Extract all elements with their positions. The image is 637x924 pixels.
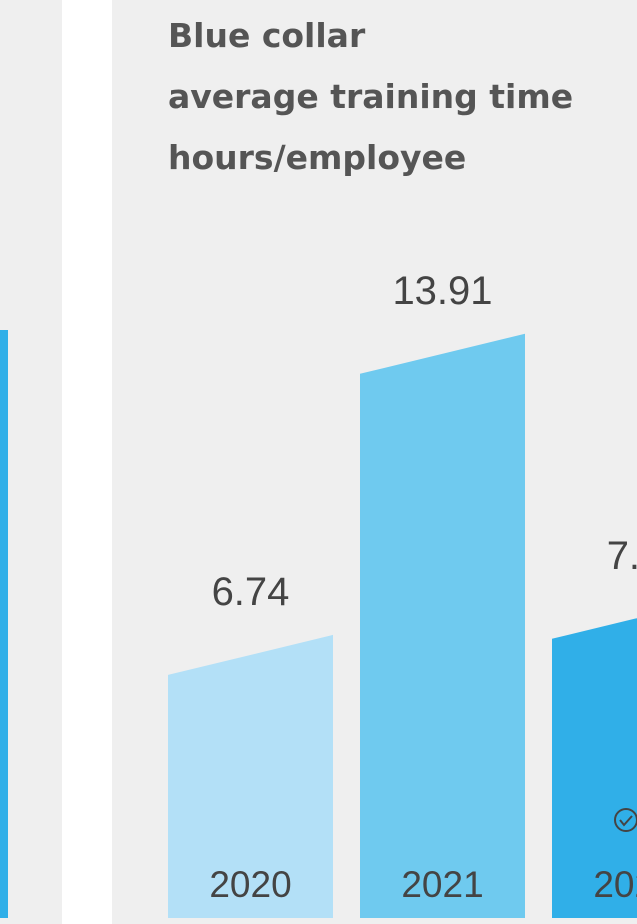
chart-title: hours/employee — [168, 138, 466, 177]
value-label: 6.74 — [212, 570, 290, 614]
left-panel-bar — [0, 330, 8, 918]
x-tick-label: 2021 — [401, 864, 483, 905]
x-tick-label: 2022 — [593, 864, 637, 905]
chart-title: average training time — [168, 77, 573, 116]
x-tick-label: 2020 — [209, 864, 291, 905]
check-icon — [614, 808, 637, 832]
value-label: 7.6 — [607, 534, 637, 578]
bar — [360, 333, 525, 918]
bar — [168, 634, 333, 918]
chart-title: Blue collar — [168, 16, 366, 55]
bar — [552, 618, 637, 918]
left-panel — [0, 0, 62, 924]
value-label: 13.91 — [392, 269, 492, 313]
